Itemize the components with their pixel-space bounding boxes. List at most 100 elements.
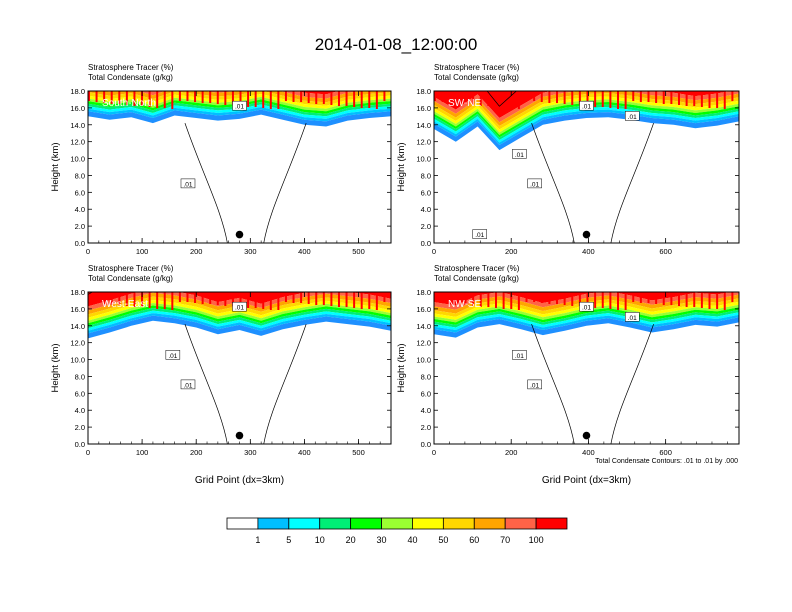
tracer-streak [441, 91, 444, 102]
tracer-streak [375, 91, 378, 109]
tracer-streak [315, 91, 318, 104]
tracer-streak [231, 91, 234, 105]
tracer-band-10 [434, 112, 739, 151]
x-tick-label: 400 [582, 247, 595, 256]
contour-label-box [232, 301, 247, 312]
tracer-streak [472, 292, 475, 306]
y-tick-label: 6.0 [75, 188, 85, 197]
tracer-streak [201, 292, 204, 304]
tracer-streak [307, 292, 310, 304]
y-axis-label: Height (km) [396, 343, 407, 392]
colorbar-label: 30 [377, 535, 387, 545]
y-tick-label: 10.0 [416, 155, 431, 164]
contour-label: .01 [235, 104, 244, 111]
tracer-streak [472, 91, 475, 105]
y-tick-label: 14.0 [70, 121, 85, 130]
contour-label-box [232, 100, 247, 111]
tracer-streak [624, 91, 627, 109]
tracer-streak [269, 292, 272, 310]
tracer-band-10 [88, 315, 391, 339]
y-tick-label: 16.0 [70, 305, 85, 314]
colorbar-label: 1 [255, 535, 260, 545]
contour-label: .01 [582, 305, 591, 312]
contour-label-box [579, 100, 594, 111]
tracer-streak [118, 292, 121, 305]
contour-label-box [165, 350, 181, 360]
tracer-streak [239, 91, 242, 106]
tracer-band-5 [88, 303, 391, 324]
x-tick-label: 600 [659, 448, 672, 457]
contour-label: .01 [515, 353, 524, 360]
panel-title-line: Stratosphere Tracer (%) [434, 63, 520, 72]
tracer-streak [300, 292, 303, 303]
tracer-streak [383, 91, 386, 101]
tracer-streak [434, 292, 436, 302]
y-axis-label: Height (km) [50, 142, 61, 191]
contour-label-box [579, 301, 594, 312]
tracer-streak [632, 292, 635, 302]
x-axis-label: Grid Point (dx=3km) [195, 475, 284, 486]
tracer-streak [662, 292, 665, 305]
panel-title-line: Total Condensate (g/kg) [88, 274, 173, 283]
y-tick-label: 10.0 [70, 155, 85, 164]
y-tick-label: 6.0 [421, 188, 431, 197]
panel-label: South-North [102, 98, 156, 109]
tracer-streak [300, 91, 303, 102]
tracer-streak [723, 91, 726, 109]
panel-title-line: Stratosphere Tracer (%) [434, 264, 520, 273]
tracer-streak [231, 292, 234, 306]
tracer-streak [594, 91, 597, 107]
colorbar-swatch-6 [412, 517, 444, 530]
y-tick-label: 0.0 [75, 239, 85, 248]
tracer-band-8 [434, 312, 739, 330]
tracer-streak [502, 91, 505, 108]
x-tick-label: 200 [505, 247, 518, 256]
y-tick-label: 14.0 [416, 322, 431, 331]
tracer-streak [556, 292, 558, 304]
tracer-streak [315, 292, 318, 305]
contour-label-box [180, 379, 196, 390]
tracer-band-7 [434, 104, 739, 140]
tracer-streak [464, 292, 467, 305]
tracer-streak [141, 91, 144, 106]
y-tick-label: 12.0 [416, 138, 431, 147]
x-tick-label: 0 [86, 247, 90, 256]
tracer-streak [495, 292, 497, 308]
x-tick-label: 200 [190, 448, 203, 457]
tracer-band-10 [434, 317, 739, 338]
tracer-streak [156, 91, 159, 108]
tracer-streak [487, 292, 490, 307]
tracer-streak [133, 91, 136, 106]
tracer-streak [624, 292, 627, 310]
y-tick-label: 2.0 [421, 423, 431, 432]
location-marker [235, 431, 244, 440]
contour-label: .01 [515, 152, 524, 159]
colorbar-swatch-1 [257, 517, 290, 530]
tracer-band-6 [434, 102, 739, 138]
tracer-streak [247, 292, 250, 308]
tracer-band-4 [434, 96, 739, 133]
tracer-streak [578, 91, 581, 105]
tracer-band-9 [434, 314, 739, 333]
tracer-streak [434, 91, 436, 101]
tracer-streak [254, 91, 257, 107]
tracer-streak [495, 91, 497, 107]
tracer-streak [540, 292, 543, 303]
y-tick-label: 12.0 [416, 339, 431, 348]
tracer-streak [88, 292, 90, 302]
tracer-streak [693, 91, 696, 106]
tracer-streak [284, 292, 287, 302]
tracer-streak [103, 292, 106, 304]
tracer-streak [216, 91, 219, 104]
x-tick-label: 600 [659, 247, 672, 256]
y-tick-label: 12.0 [70, 138, 85, 147]
y-tick-label: 18.0 [416, 87, 431, 96]
colorbar-label: 50 [438, 535, 448, 545]
y-tick-label: 10.0 [70, 356, 85, 365]
tracer-streak [375, 292, 378, 310]
tracer-streak [103, 91, 106, 103]
panel-title-line: Total Condensate (g/kg) [434, 73, 519, 82]
x-tick-label: 300 [244, 448, 257, 457]
x-tick-label: 300 [244, 247, 257, 256]
